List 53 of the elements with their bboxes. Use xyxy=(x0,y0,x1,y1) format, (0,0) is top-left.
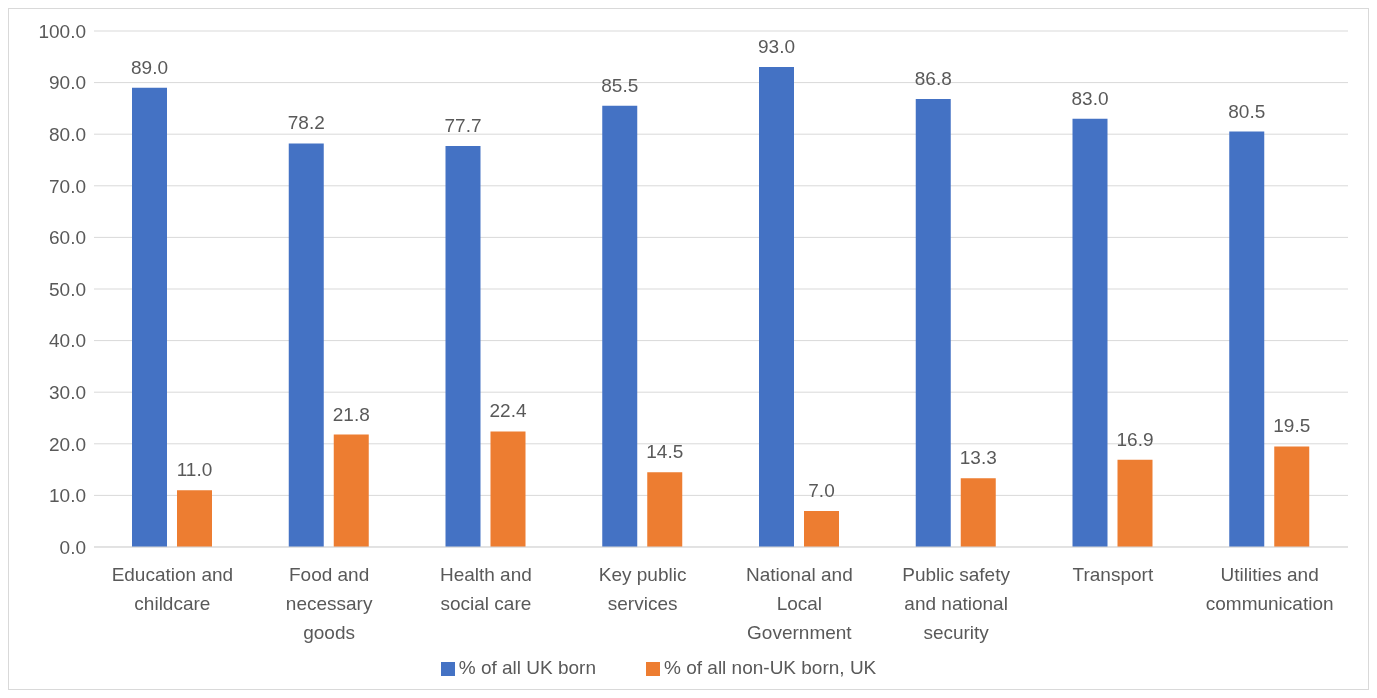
data-label: 89.0 xyxy=(131,56,168,78)
data-label: 14.5 xyxy=(646,441,684,463)
data-label: 22.4 xyxy=(489,400,527,422)
data-label: 85.5 xyxy=(601,74,639,96)
x-tick-label: Health and social care xyxy=(439,564,532,614)
y-tick-label: 50.0 xyxy=(49,278,86,300)
bar xyxy=(602,105,638,547)
bar xyxy=(445,146,481,547)
y-tick-label: 10.0 xyxy=(49,485,86,507)
bar xyxy=(960,478,996,547)
y-tick-label: 20.0 xyxy=(49,433,86,455)
y-tick-label: 60.0 xyxy=(49,227,86,249)
data-label: 19.5 xyxy=(1273,415,1311,437)
legend-label: % of all non-UK born, UK xyxy=(664,657,877,678)
data-label: 80.5 xyxy=(1228,100,1266,122)
bar xyxy=(132,87,167,547)
x-tick-label: Food and necessary goods xyxy=(285,564,373,643)
x-tick-label: Utilities and communication xyxy=(1205,564,1334,614)
x-tick-label: National and Local Government xyxy=(746,564,853,643)
y-tick-label: 0.0 xyxy=(59,536,86,558)
bar xyxy=(804,510,839,547)
x-tick-label: Key public services xyxy=(598,564,687,614)
data-label: 83.0 xyxy=(1071,87,1109,109)
bar xyxy=(915,99,951,547)
data-label: 7.0 xyxy=(808,479,835,501)
y-tick-label: 70.0 xyxy=(49,175,86,197)
data-label: 16.9 xyxy=(1116,428,1154,450)
x-tick-label: Public safety and national security xyxy=(902,564,1011,643)
bar xyxy=(490,431,526,547)
x-tick-label: Transport xyxy=(1072,564,1154,585)
bar xyxy=(288,143,324,547)
data-label: 13.3 xyxy=(959,447,997,469)
y-tick-label: 40.0 xyxy=(49,330,86,352)
data-label: 93.0 xyxy=(758,36,795,58)
bar xyxy=(1072,118,1108,547)
bar xyxy=(1229,131,1265,547)
bar xyxy=(333,434,369,547)
data-label: 77.7 xyxy=(444,115,482,137)
data-label: 11.0 xyxy=(176,459,213,481)
y-tick-label: 30.0 xyxy=(49,381,86,403)
data-label: 21.8 xyxy=(332,403,370,425)
x-tick-label: Education and childcare xyxy=(111,564,234,614)
y-tick-label: 100.0 xyxy=(38,20,86,42)
bar xyxy=(1117,459,1153,547)
legend-label: % of all UK born xyxy=(458,657,597,678)
y-tick-label: 90.0 xyxy=(49,72,86,94)
bar xyxy=(647,472,683,547)
bar xyxy=(177,490,212,547)
data-label: 78.2 xyxy=(287,112,325,134)
bar xyxy=(1274,446,1310,547)
bar xyxy=(759,67,794,547)
data-label: 86.8 xyxy=(914,68,952,90)
y-tick-label: 80.0 xyxy=(49,123,86,145)
